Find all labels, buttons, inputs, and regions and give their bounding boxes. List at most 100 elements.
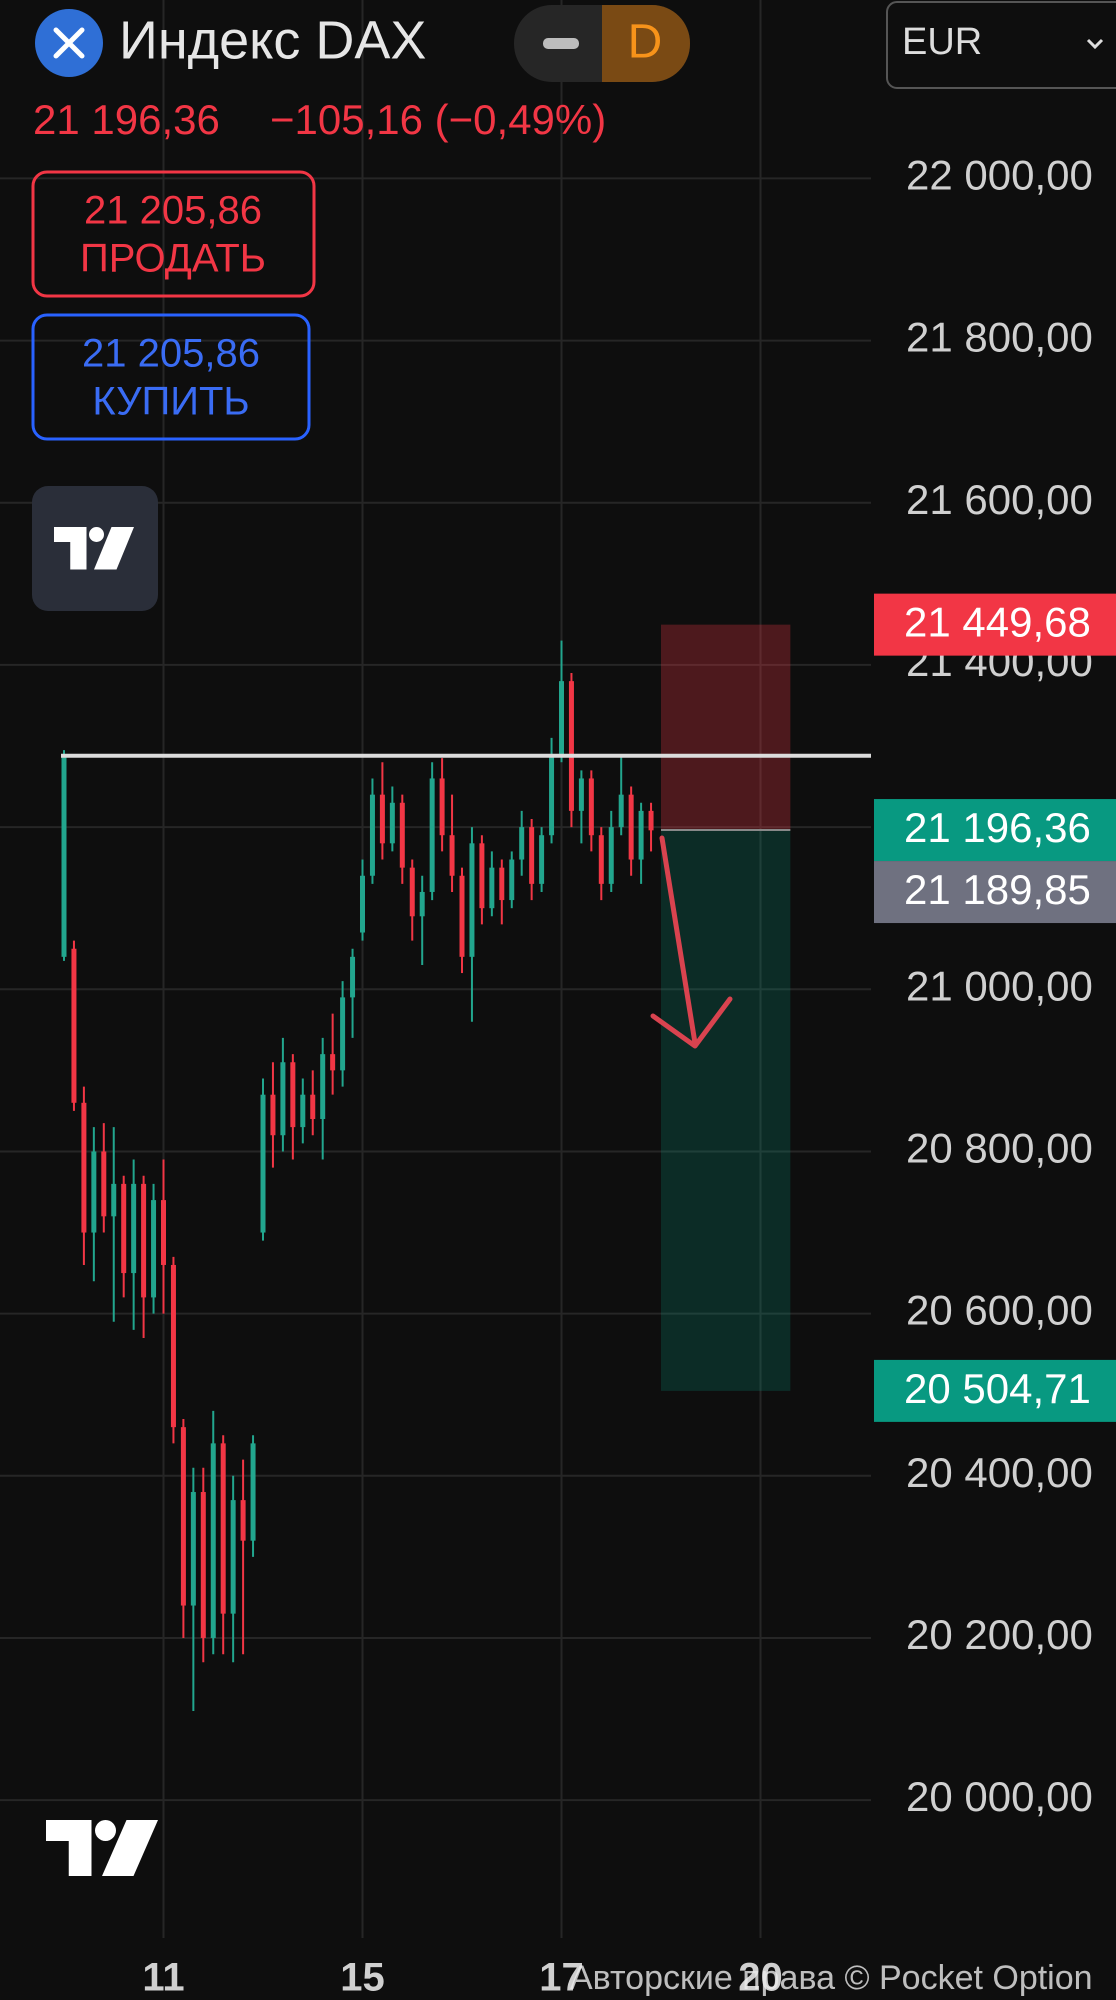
tv-button-bg <box>32 486 158 611</box>
candle-body <box>469 843 475 957</box>
candle-body <box>489 867 495 909</box>
stop-zone <box>661 624 791 831</box>
candle-body <box>360 875 365 933</box>
x-tick-label: 20 <box>738 1956 783 2000</box>
candle-body <box>121 1183 127 1274</box>
candle-body <box>260 1094 266 1233</box>
candle-body <box>250 1443 256 1541</box>
candle-body <box>81 1102 87 1233</box>
candle-body <box>578 778 584 811</box>
target-zone <box>661 830 791 1391</box>
trend-arrow <box>650 835 733 1049</box>
sell-box <box>31 170 316 298</box>
candle-body <box>568 681 574 811</box>
y-tick-label: 22 000,00 <box>906 151 1093 198</box>
currency-select[interactable]: EUR <box>886 1 1116 89</box>
buy-box <box>31 313 311 441</box>
candle-body <box>389 802 395 844</box>
candle-body <box>608 827 614 884</box>
x-tick-label: 17 <box>539 1956 584 2000</box>
price-tag <box>874 593 1116 656</box>
candle-body <box>210 1443 216 1638</box>
y-tick-label: 21 600,00 <box>906 476 1093 523</box>
candle-body <box>648 810 654 831</box>
tv-logo <box>54 527 134 570</box>
candle-body <box>270 1094 276 1136</box>
price-tag-label: 21 449,68 <box>904 599 1091 646</box>
candle-body <box>529 827 535 884</box>
timeframe: D <box>628 16 663 69</box>
tv-button[interactable] <box>32 486 158 611</box>
candle-body <box>141 1183 147 1298</box>
candle-body <box>509 859 515 901</box>
x-tick-label: 11 <box>142 1956 184 2000</box>
candle-body <box>628 794 634 860</box>
candle-body <box>479 843 485 909</box>
candle-body <box>170 1264 176 1428</box>
candle-body <box>131 1183 137 1274</box>
candle-body <box>638 810 644 860</box>
candle-body <box>161 1200 166 1265</box>
candle-body <box>419 891 425 917</box>
candle-body <box>439 778 445 836</box>
candle-body <box>230 1500 236 1614</box>
watermark: Авторские права © Pocket Option <box>570 1959 1093 1997</box>
y-tick-label: 20 000,00 <box>906 1773 1093 1820</box>
last-price: 21 196,36 <box>33 96 220 143</box>
candle-body <box>200 1492 206 1638</box>
price-tag-label: 20 504,71 <box>904 1365 1091 1412</box>
candle-body <box>101 1151 107 1217</box>
sell-price: 21 205,86 <box>84 189 262 233</box>
plot <box>61 624 871 1711</box>
sell-button[interactable]: 21 205,86 ПРОДАТЬ <box>31 170 316 298</box>
y-tick-label: 21 800,00 <box>906 314 1093 361</box>
candle-body <box>499 867 505 901</box>
candle-body <box>111 1183 117 1217</box>
chevron <box>1086 38 1104 50</box>
candle-body <box>330 1054 336 1071</box>
candle-body <box>539 835 545 884</box>
candle-body <box>618 794 624 828</box>
candle-body <box>300 1094 306 1128</box>
currency-box <box>886 1 1116 89</box>
buy-label: КУПИТЬ <box>92 380 249 424</box>
candle-body <box>180 1427 186 1606</box>
candle-body <box>429 778 435 892</box>
candle-body <box>598 835 604 884</box>
tv-watermark-logo <box>46 1820 158 1876</box>
candle-body <box>91 1151 97 1233</box>
axis: 20 000,00 20 200,00 20 400,00 20 600,00 20 8… <box>142 151 1116 2000</box>
price-tag-label: 21 189,85 <box>904 866 1091 913</box>
candle-body <box>280 1062 286 1136</box>
candle-body <box>190 1492 196 1606</box>
price-tag <box>874 799 1116 862</box>
y-tick-label: 20 200,00 <box>906 1611 1093 1658</box>
price-change: −105,16 (−0,49%) <box>270 96 606 143</box>
candle-body <box>379 794 385 844</box>
candle-body <box>340 997 346 1071</box>
candle-body <box>71 948 77 1103</box>
buy-price: 21 205,86 <box>82 332 260 376</box>
buy-button[interactable]: 21 205,86 КУПИТЬ <box>31 313 311 441</box>
price-tag <box>874 1359 1116 1422</box>
candle-body <box>290 1062 296 1128</box>
candle-body <box>519 827 525 860</box>
candle-body <box>240 1500 246 1541</box>
candle-body <box>459 875 465 957</box>
y-tick-label: 20 800,00 <box>906 1125 1093 1172</box>
instrument-icon-mark <box>53 27 85 59</box>
candle-body <box>369 794 375 876</box>
candle-body <box>588 778 594 836</box>
candle-body <box>220 1443 226 1614</box>
chart-title: Индекс DAX <box>119 10 426 70</box>
candle-body <box>449 835 455 876</box>
candle-body <box>151 1200 157 1298</box>
candle-body <box>549 754 555 836</box>
timeframe-toggle[interactable]: D <box>514 5 690 82</box>
currency: EUR <box>902 21 982 63</box>
y-tick-label: 20 400,00 <box>906 1449 1093 1496</box>
candle-body <box>310 1094 316 1120</box>
